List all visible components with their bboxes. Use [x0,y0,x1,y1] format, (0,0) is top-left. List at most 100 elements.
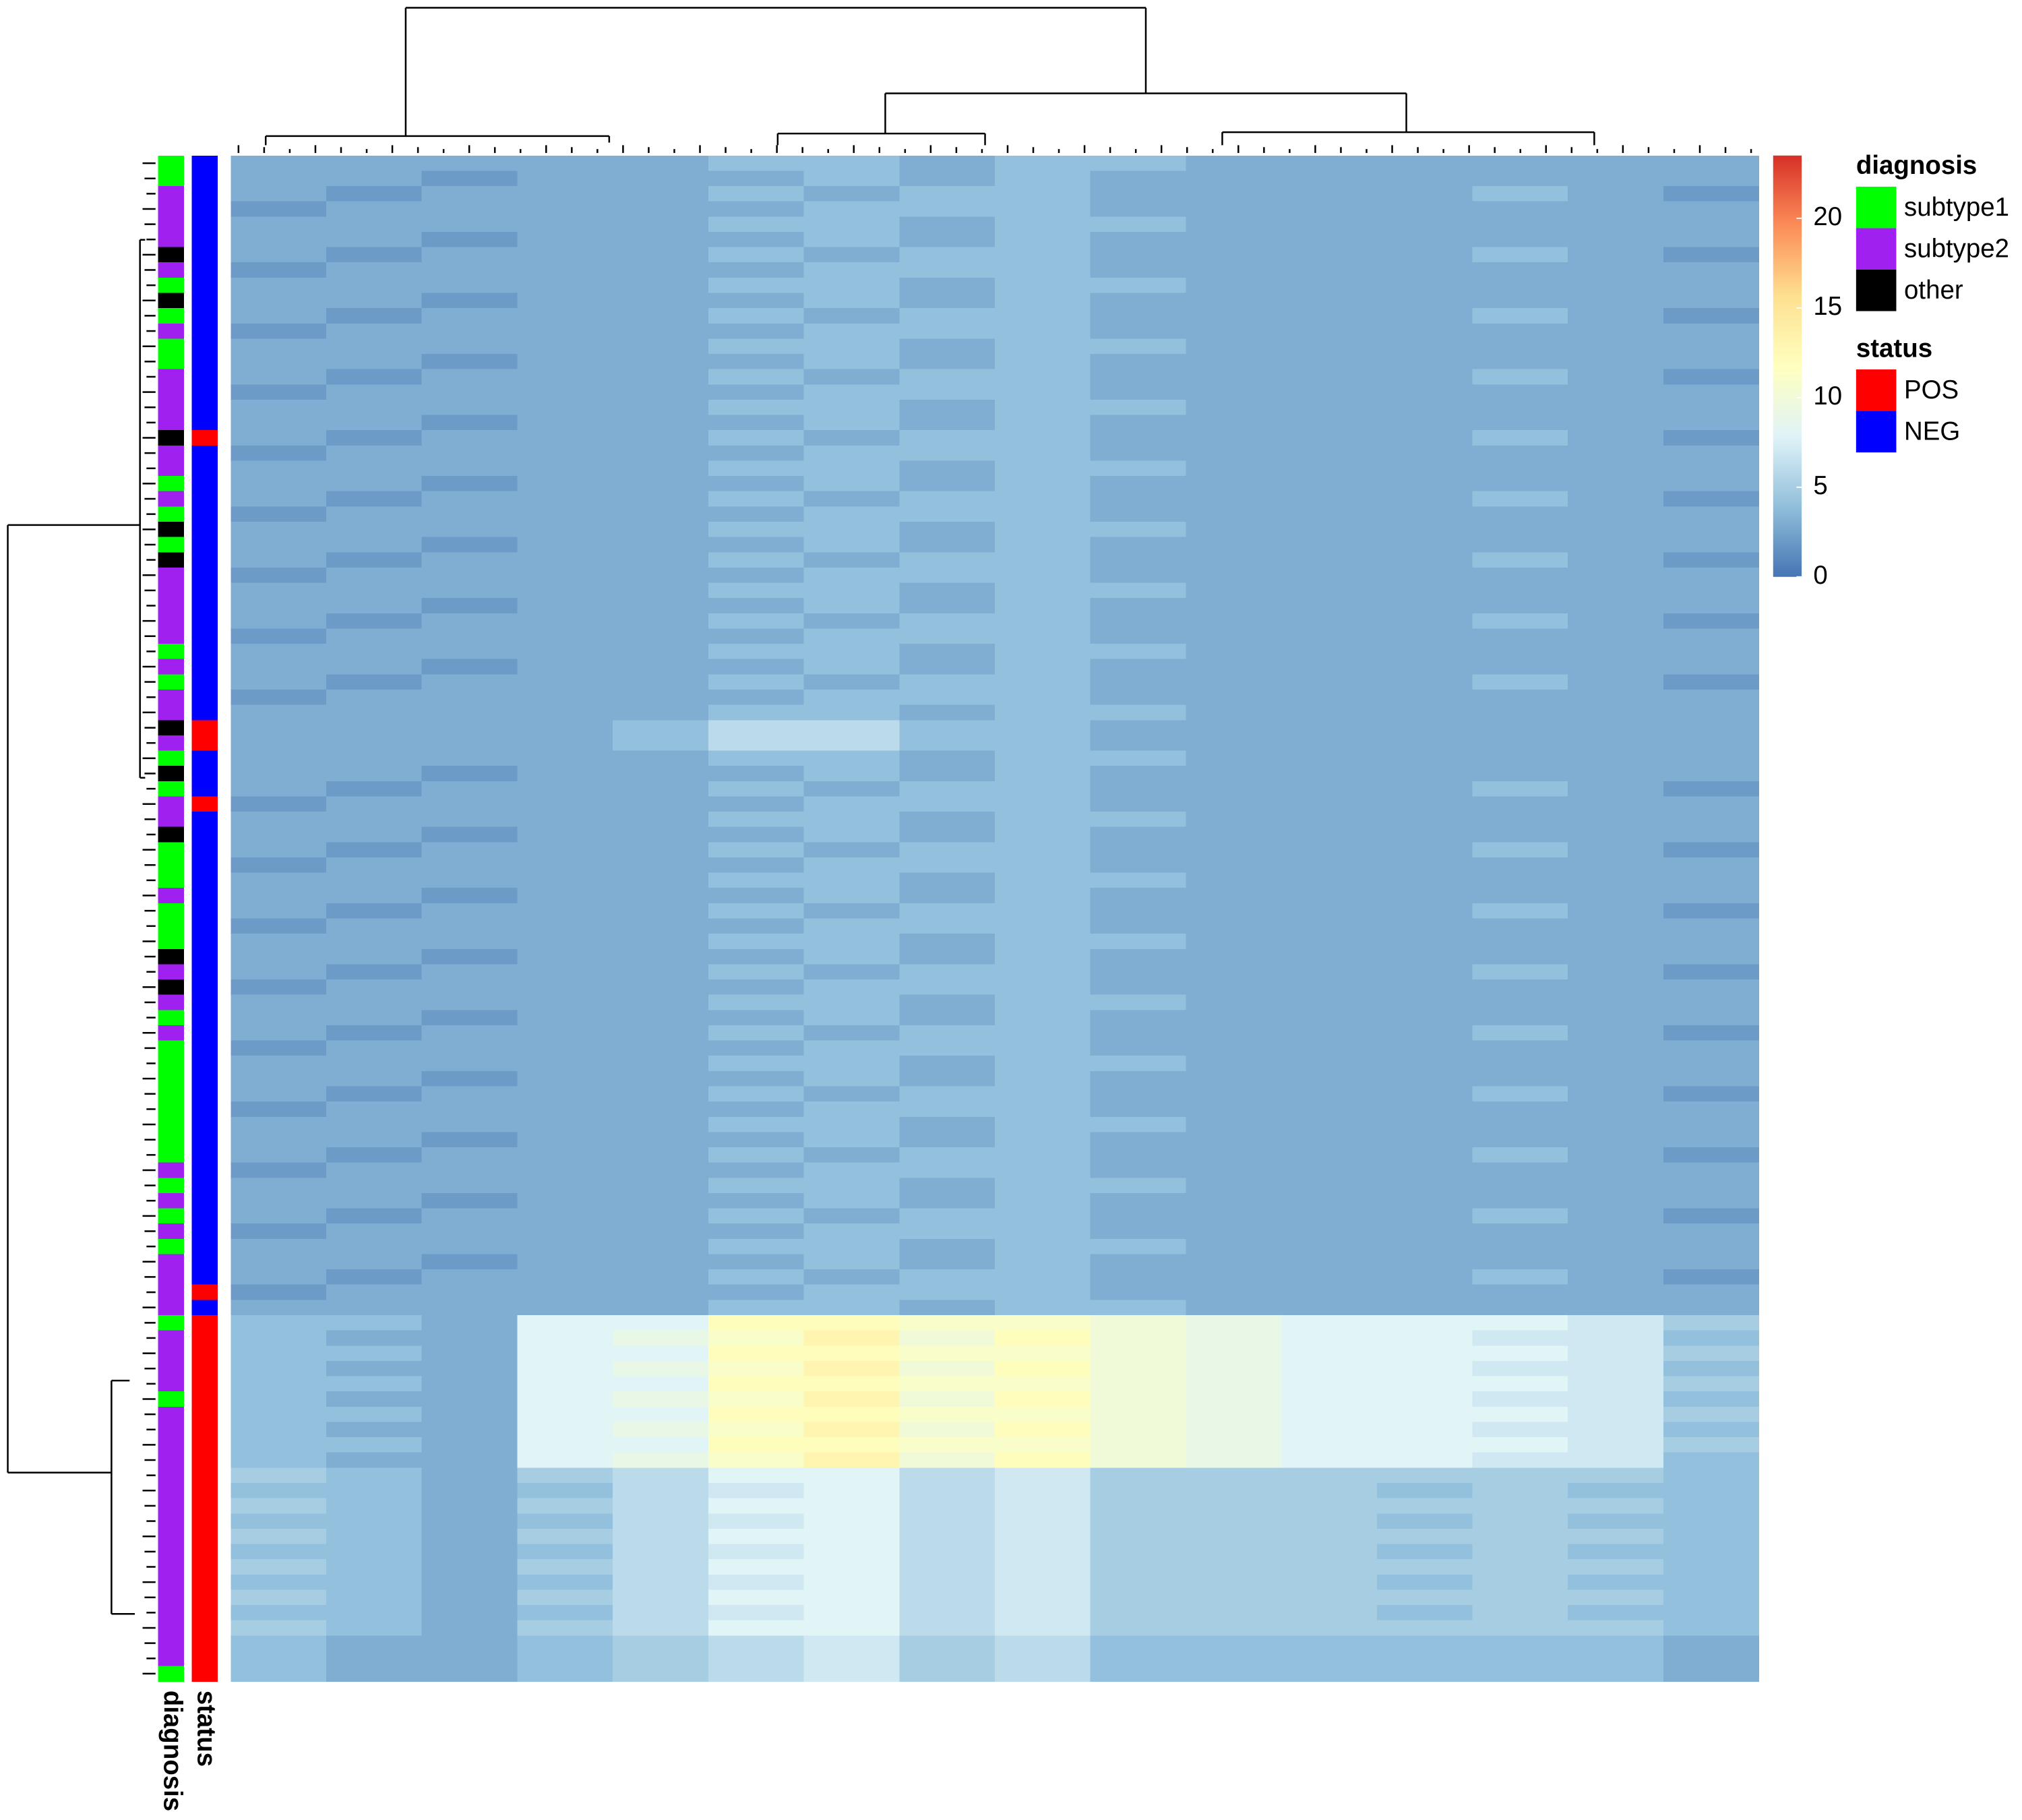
heatmap-cell [1090,262,1186,278]
heatmap-cell [803,1666,900,1682]
heatmap-cell [1281,171,1378,187]
heatmap-cell [1186,1467,1282,1484]
heatmap-cell [326,1544,423,1560]
heatmap-cell [1472,369,1568,385]
heatmap-cell [899,1376,995,1392]
heatmap-cell [517,1254,613,1270]
heatmap-cell [613,628,709,644]
heatmap-cell [1186,1422,1282,1438]
heatmap-cell [899,1178,995,1194]
annotation-cell [158,1269,185,1285]
legend-swatch [1856,186,1897,229]
heatmap-cell [1472,262,1568,278]
heatmap-cell [1186,826,1282,843]
heatmap-cell [517,1208,613,1224]
heatmap-cell [421,1086,518,1102]
heatmap-cell [613,537,709,553]
heatmap-cell [1663,537,1760,553]
heatmap-cell [708,171,805,187]
heatmap-cell [1472,430,1568,446]
annotation-cell [158,537,185,553]
annotation-cell [191,1238,218,1255]
heatmap-cell [613,1391,709,1407]
heatmap-cell [231,1650,327,1667]
heatmap-cell [803,231,900,248]
heatmap-cell [1472,1223,1568,1240]
heatmap-cell [1376,201,1473,217]
heatmap-cell [899,1315,995,1331]
heatmap-cell [899,1452,995,1468]
heatmap-cell [1568,216,1664,233]
heatmap-cell [803,1391,900,1407]
heatmap-cell [1186,186,1282,202]
heatmap-cell [326,247,423,263]
annotation-cell [158,1223,185,1240]
heatmap-cell [231,1315,327,1331]
heatmap-cell [1472,506,1568,522]
heatmap-cell [613,994,709,1010]
heatmap-cell [1186,674,1282,690]
heatmap-cell [421,201,518,217]
heatmap-cell [1568,766,1664,782]
heatmap-cell [1281,338,1378,355]
heatmap-cell [1090,888,1186,904]
annotation-cell [158,842,185,858]
heatmap-cell [1663,1192,1760,1209]
heatmap-cell [1090,567,1186,584]
heatmap-cell [708,1223,805,1240]
heatmap-cell [803,1086,900,1102]
heatmap-cell [1472,1040,1568,1056]
heatmap-cell [1376,369,1473,385]
heatmap-cell [326,888,423,904]
heatmap-cell [231,857,327,874]
heatmap-cell [1186,155,1282,171]
heatmap-cell [1090,522,1186,538]
heatmap-cell [1186,1284,1282,1300]
heatmap-cell [708,262,805,278]
annotation-cell [158,674,185,690]
heatmap-cell [899,491,995,507]
heatmap-cell [803,1223,900,1240]
heatmap-cell [613,399,709,416]
annotation-cell [191,766,218,782]
heatmap-cell [421,1101,518,1118]
heatmap-cell [613,872,709,888]
heatmap-cell [1090,1513,1186,1529]
heatmap-cell [803,1544,900,1560]
heatmap-cell [1663,613,1760,630]
heatmap-cell [1472,522,1568,538]
heatmap-cell [231,1528,327,1545]
heatmap-cell [1281,628,1378,644]
heatmap-cell [899,1559,995,1575]
heatmap-cell [1186,872,1282,888]
heatmap-cell [517,537,613,553]
heatmap-cell [1376,1345,1473,1362]
heatmap-cell [803,1422,900,1438]
heatmap-cell [326,1086,423,1102]
heatmap-cell [517,415,613,431]
heatmap-cell [421,1162,518,1178]
heatmap-cell [1472,1376,1568,1392]
heatmap-cell [1568,1025,1664,1041]
heatmap-cell [1090,537,1186,553]
heatmap-cell [1663,872,1760,888]
heatmap-cell [1186,1452,1282,1468]
heatmap-cell [994,506,1091,522]
heatmap-cell [994,537,1091,553]
heatmap-cell [517,1025,613,1041]
heatmap-cell [1186,1544,1282,1560]
annotation-cell [191,750,218,766]
heatmap-cell [1186,506,1282,522]
heatmap-cell [1281,1223,1378,1240]
colorbar-tick-label: 15 [1813,292,1842,321]
heatmap-cell [1186,415,1282,431]
heatmap-cell [613,201,709,217]
heatmap-cell [326,171,423,187]
heatmap-cell [1472,247,1568,263]
heatmap-cell [1281,1391,1378,1407]
heatmap-cell [326,338,423,355]
heatmap-cell [1568,1070,1664,1087]
heatmap-cell [326,384,423,400]
heatmap-cell [1281,1559,1378,1575]
heatmap-cell [1472,552,1568,568]
